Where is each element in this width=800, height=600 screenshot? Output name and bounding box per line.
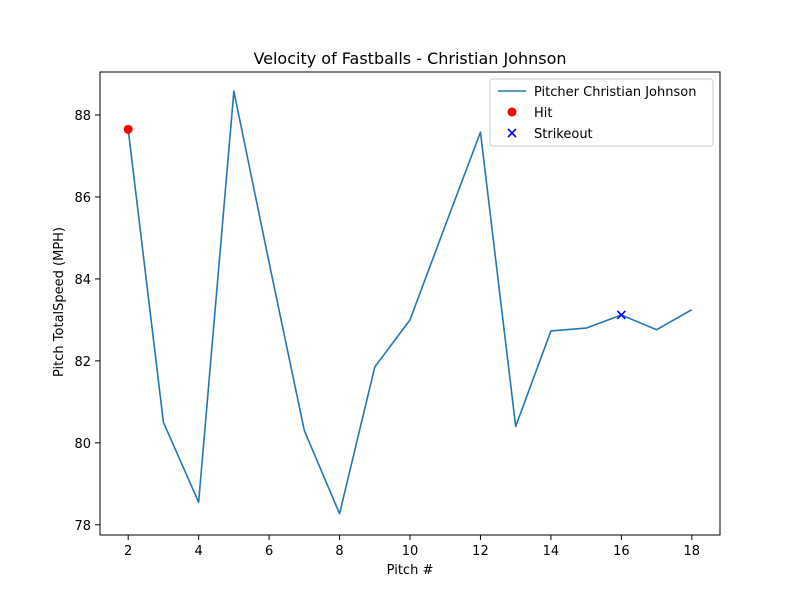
y-tick-label: 80 [74, 437, 91, 452]
axes-frame [99, 71, 721, 536]
legend-entry-label: Hit [534, 106, 552, 121]
y-tick-label: 82 [74, 355, 91, 370]
strikeout-point-stroke-b [616, 310, 626, 320]
x-tick-label: 8 [335, 544, 343, 559]
x-tick-label: 6 [265, 544, 273, 559]
x-tick-label: 2 [124, 544, 132, 559]
legend-marker-swatch-stroke-b [507, 128, 517, 138]
series-line [127, 90, 693, 515]
x-tick-label: 4 [194, 544, 202, 559]
x-tick-label: 10 [402, 544, 419, 559]
y-tick-label: 78 [74, 519, 91, 534]
y-tick-label: 88 [74, 109, 91, 124]
legend-entry-label: Pitcher Christian Johnson [534, 85, 696, 100]
x-tick-label: 18 [684, 544, 701, 559]
y-tick-label: 86 [74, 191, 91, 206]
legend-marker-swatch [507, 128, 517, 138]
strikeout-point [616, 310, 626, 320]
plot-area: 78 80 82 84 86 88 2 4 6 8 10 12 14 16 18 [74, 71, 721, 559]
y-axis-label: Pitch TotalSpeed (MPH) [52, 227, 67, 377]
x-tick-label: 16 [613, 544, 630, 559]
x-tick-label: 12 [472, 544, 489, 559]
chart-title: Velocity of Fastballs - Christian Johnso… [253, 49, 566, 68]
legend-box [489, 78, 714, 147]
x-tick-label: 14 [543, 544, 560, 559]
x-axis-label: Pitch # [387, 563, 434, 578]
y-tick-label: 84 [74, 273, 91, 288]
hit-point [123, 124, 133, 134]
legend-entry-label: Strikeout [534, 127, 593, 142]
legend: Pitcher Christian Johnson Hit Strikeout [489, 78, 714, 147]
legend-marker-swatch [507, 107, 517, 117]
